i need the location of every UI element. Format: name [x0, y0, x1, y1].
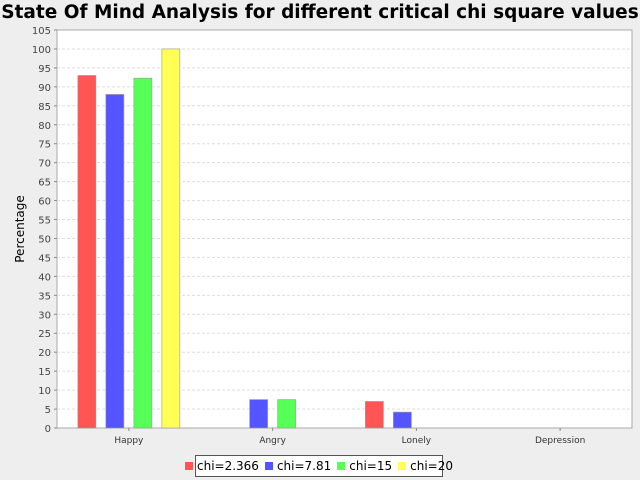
legend-swatch [264, 462, 273, 470]
y-tick-label: 5 [45, 405, 51, 416]
bar-happy-0 [77, 75, 97, 429]
y-axis-label: Percentage [13, 195, 27, 263]
legend-swatch [398, 462, 407, 470]
y-tick-label: 35 [38, 291, 51, 302]
y-tick-label: 75 [38, 140, 51, 151]
bar-lonely-1 [393, 411, 412, 429]
y-tick-label: 65 [38, 178, 51, 189]
y-tick-label: 10 [38, 386, 51, 397]
chart-title: State Of Mind Analysis for different cri… [1, 2, 639, 23]
bar-happy-1 [105, 94, 125, 429]
legend-item-0: chi=2.366 [185, 459, 259, 473]
legend-item-2: chi=15 [337, 459, 392, 473]
y-tick-label: 25 [38, 329, 51, 340]
x-tick-label-happy: Happy [114, 436, 144, 446]
y-tick-label: 20 [38, 348, 51, 359]
y-tick-label: 60 [38, 197, 51, 208]
y-tick-label: 30 [38, 310, 51, 321]
x-tick-label-lonely: Lonely [402, 436, 432, 446]
y-tick-label: 95 [38, 64, 51, 75]
bar-lonely-0 [365, 401, 384, 429]
y-axis-ticks: 0 5 10 15 20 25 30 35 40 45 50 55 60 65 70 75 80 85 90 95 10… [32, 26, 57, 435]
y-tick-label: 40 [38, 272, 51, 283]
bar-angry-1 [249, 399, 268, 429]
bars-group [77, 48, 412, 429]
legend-item-1: chi=7.81 [264, 459, 332, 473]
x-axis-ticks: Happy Angry Lonely Depression [114, 428, 585, 446]
horizontal-gridlines [57, 48, 632, 410]
bar-angry-2 [277, 399, 296, 429]
legend-label: chi=2.366 [197, 459, 259, 473]
x-tick-label-depression: Depression [535, 436, 585, 446]
y-tick-label: 70 [38, 159, 51, 170]
legend-swatch [185, 462, 193, 470]
legend: chi=2.366 chi=7.81 chi=15 chi=20 [185, 455, 453, 477]
plot-background [56, 29, 633, 429]
y-tick-label: 100 [32, 45, 51, 56]
y-tick-label: 55 [38, 216, 51, 227]
legend-label: chi=15 [349, 459, 393, 473]
bar-happy-3 [161, 48, 181, 429]
legend-item-3: chi=20 [398, 459, 453, 473]
x-tick-label-angry: Angry [259, 436, 286, 446]
y-tick-label: 15 [38, 367, 51, 378]
y-tick-label: 50 [38, 234, 51, 245]
bar-happy-2 [133, 77, 153, 429]
y-tick-label: 80 [38, 121, 51, 132]
y-tick-label: 105 [32, 26, 51, 37]
legend-label: chi=7.81 [276, 459, 332, 473]
y-tick-label: 85 [38, 102, 51, 113]
y-tick-label: 0 [45, 424, 51, 435]
legend-label: chi=20 [410, 459, 454, 473]
legend-swatch [337, 462, 346, 470]
y-tick-label: 90 [38, 83, 51, 94]
y-tick-label: 45 [38, 253, 51, 264]
